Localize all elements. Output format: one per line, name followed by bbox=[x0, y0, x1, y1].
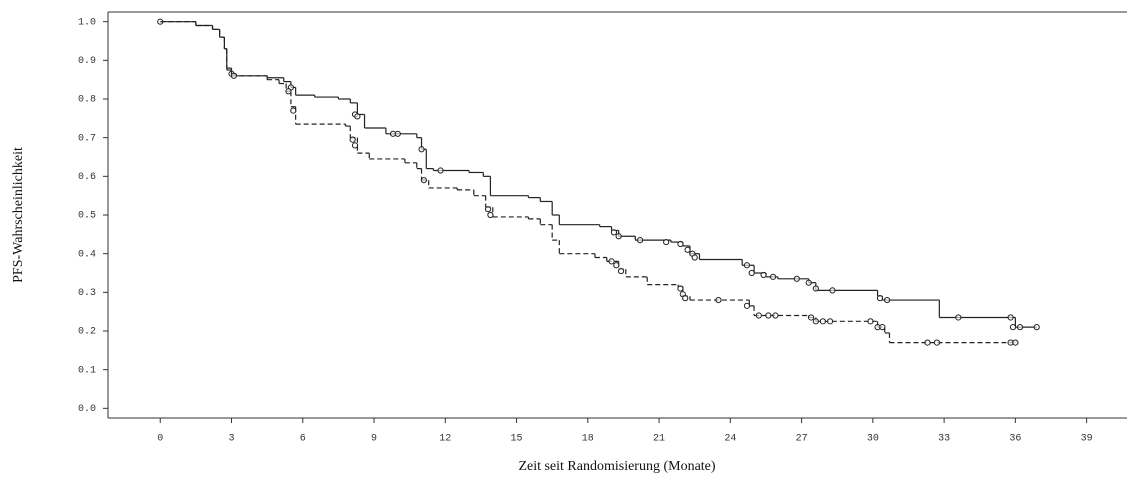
censor-mark bbox=[755, 312, 762, 319]
censor-mark bbox=[867, 318, 874, 325]
y-tick-label: 0.6 bbox=[78, 172, 96, 183]
censor-mark bbox=[663, 238, 670, 246]
censor-mark bbox=[682, 295, 689, 302]
censor-mark bbox=[760, 271, 767, 279]
x-tick-label: 3 bbox=[229, 434, 235, 445]
censor-mark bbox=[748, 269, 755, 277]
km-curve bbox=[160, 21, 1019, 346]
censor-mark bbox=[1007, 314, 1014, 321]
censor-mark bbox=[826, 318, 834, 325]
censor-mark bbox=[487, 211, 494, 219]
censor-mark bbox=[1012, 339, 1019, 346]
censor-mark bbox=[812, 318, 819, 325]
y-tick-label: 0.1 bbox=[78, 365, 96, 376]
censor-mark bbox=[617, 267, 625, 275]
censor-mark bbox=[349, 136, 356, 143]
censor-mark bbox=[819, 318, 827, 325]
y-tick-label: 0.0 bbox=[78, 404, 96, 415]
x-tick-label: 24 bbox=[724, 434, 736, 445]
censor-mark bbox=[677, 285, 684, 292]
x-tick-label: 12 bbox=[439, 434, 451, 445]
y-tick-label: 0.4 bbox=[78, 249, 96, 260]
censor-mark bbox=[437, 167, 444, 174]
censor-mark bbox=[394, 130, 401, 137]
censor-mark bbox=[743, 302, 751, 309]
censor-mark bbox=[420, 177, 428, 184]
censor-mark bbox=[876, 295, 884, 302]
x-tick-label: 18 bbox=[582, 434, 594, 445]
censor-mark bbox=[285, 88, 292, 95]
x-tick-label: 9 bbox=[371, 434, 377, 445]
y-tick-label: 0.5 bbox=[78, 211, 96, 222]
censor-mark bbox=[608, 258, 615, 265]
x-tick-label: 36 bbox=[1009, 434, 1021, 445]
censor-mark bbox=[883, 296, 891, 304]
censor-mark bbox=[772, 312, 779, 319]
censor-mark bbox=[613, 262, 620, 269]
censor-mark bbox=[829, 287, 836, 294]
y-axis-title: PFS-Wahrscheinlichkeit bbox=[11, 147, 26, 283]
censor-mark bbox=[354, 113, 361, 120]
censor-mark bbox=[610, 229, 618, 236]
censor-mark bbox=[743, 262, 751, 269]
y-tick-label: 1.0 bbox=[78, 17, 96, 28]
censor-mark bbox=[769, 273, 777, 280]
x-tick-label: 39 bbox=[1081, 434, 1093, 445]
censor-mark bbox=[1017, 324, 1024, 331]
censor-mark bbox=[955, 314, 962, 321]
censor-mark bbox=[615, 233, 622, 240]
censor-mark bbox=[1009, 324, 1017, 331]
y-tick-label: 0.7 bbox=[78, 133, 96, 144]
censor-mark bbox=[924, 339, 931, 346]
censor-mark bbox=[933, 339, 941, 346]
x-tick-label: 21 bbox=[653, 434, 665, 445]
censor-mark bbox=[691, 254, 698, 261]
censor-mark bbox=[290, 107, 297, 114]
censor-mark bbox=[351, 142, 359, 149]
censor-mark bbox=[230, 72, 237, 79]
km-curve bbox=[157, 18, 1040, 331]
censor-mark bbox=[715, 296, 722, 304]
censor-mark bbox=[793, 275, 800, 282]
censor-mark bbox=[1033, 324, 1040, 331]
censor-mark bbox=[879, 324, 886, 331]
x-tick-label: 6 bbox=[300, 434, 306, 445]
x-tick-label: 33 bbox=[938, 434, 950, 445]
y-tick-label: 0.9 bbox=[78, 56, 96, 67]
censor-mark bbox=[484, 206, 492, 213]
y-tick-label: 0.3 bbox=[78, 288, 96, 299]
y-tick-label: 0.2 bbox=[78, 327, 96, 338]
censor-mark bbox=[418, 146, 425, 153]
censor-mark bbox=[677, 240, 684, 248]
x-tick-label: 15 bbox=[511, 434, 523, 445]
censor-mark bbox=[684, 246, 691, 253]
censor-mark bbox=[805, 279, 812, 286]
y-tick-label: 0.8 bbox=[78, 95, 96, 106]
censor-mark bbox=[765, 312, 772, 319]
censor-mark bbox=[812, 285, 819, 292]
x-tick-label: 27 bbox=[796, 434, 808, 445]
x-tick-label: 0 bbox=[157, 434, 163, 445]
censor-mark bbox=[807, 314, 815, 321]
x-tick-label: 30 bbox=[867, 434, 879, 445]
x-axis-title: Zeit seit Randomisierung (Monate) bbox=[518, 459, 715, 474]
censor-mark bbox=[636, 237, 644, 244]
